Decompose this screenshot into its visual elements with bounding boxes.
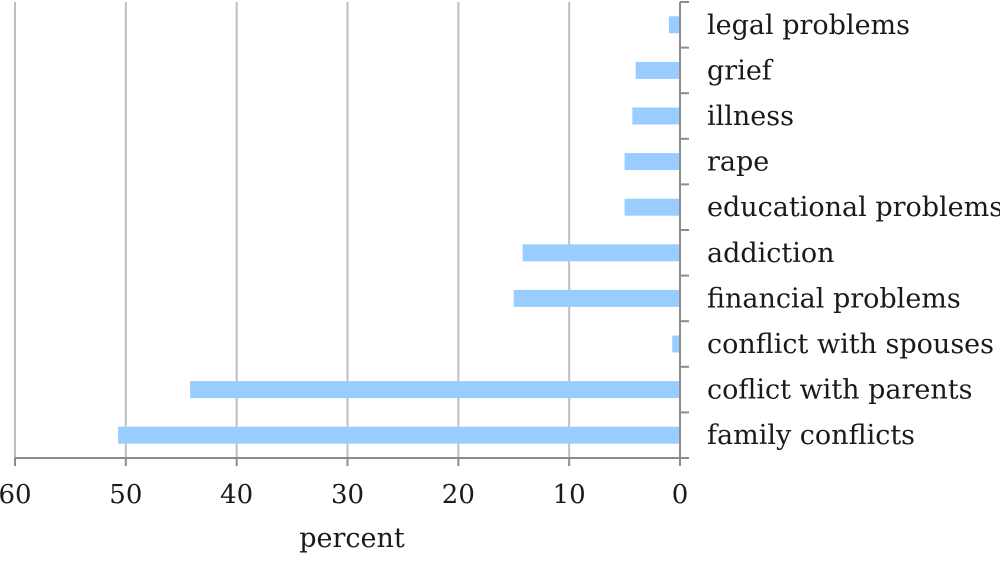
bar — [672, 335, 680, 353]
x-tick-label: 60 — [0, 480, 32, 510]
category-label: coflict with parents — [707, 375, 973, 406]
bar — [624, 198, 680, 216]
category-label: rape — [707, 147, 769, 178]
x-tick-label: 40 — [220, 480, 253, 510]
bar — [118, 426, 680, 444]
bar — [190, 381, 680, 399]
x-tick-label: 0 — [672, 480, 689, 510]
category-label: grief — [707, 55, 774, 86]
x-tick-label: 30 — [331, 480, 364, 510]
category-label: illness — [707, 101, 794, 132]
category-label: financial problems — [707, 283, 961, 314]
bar — [635, 61, 680, 79]
category-label: educational problems — [707, 192, 1000, 223]
category-label: conflict with spouses — [707, 329, 994, 360]
bar — [668, 16, 680, 34]
x-axis-title: percent — [299, 523, 405, 554]
x-tick-label: 10 — [553, 480, 586, 510]
category-label: addiction — [707, 238, 835, 269]
bar — [632, 107, 680, 125]
bars — [118, 16, 680, 444]
bar — [513, 289, 680, 307]
tick-marks — [14, 1, 689, 466]
bar — [624, 153, 680, 171]
category-labels: legal problems grief illness rape educationa… — [707, 10, 1000, 451]
bar — [522, 244, 680, 262]
category-label: family conflicts — [707, 420, 915, 451]
x-tick-labels: 60 50 40 30 20 10 0 — [0, 480, 688, 510]
x-tick-label: 50 — [109, 480, 142, 510]
x-tick-label: 20 — [442, 480, 475, 510]
category-label: legal problems — [707, 10, 910, 41]
